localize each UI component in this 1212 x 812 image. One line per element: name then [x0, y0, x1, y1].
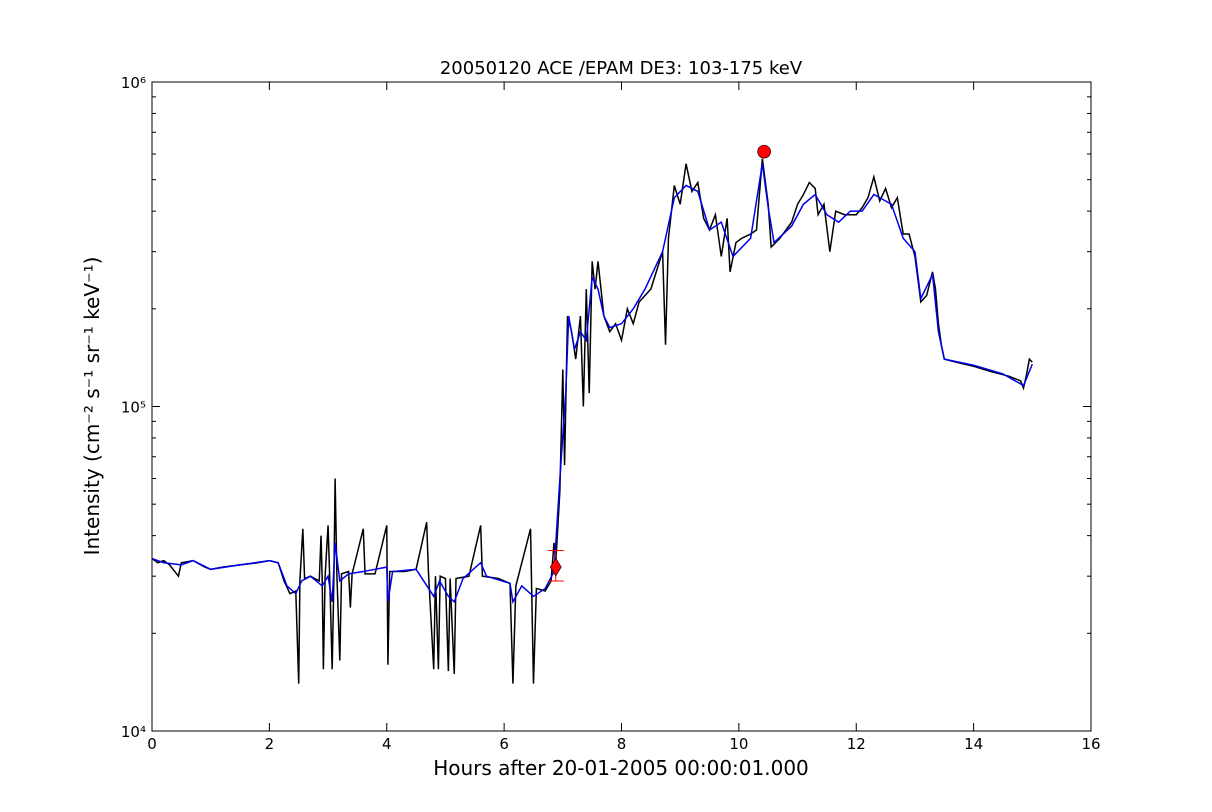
y-axis-label: Intensity (cm⁻² s⁻¹ sr⁻¹ keV⁻¹): [80, 257, 104, 556]
x-tick-label: 6: [499, 735, 509, 753]
y-tick-label: 10⁴: [121, 723, 146, 741]
x-tick-label: 10: [729, 735, 748, 753]
y-tick-label: 10⁵: [121, 399, 146, 417]
x-tick-label: 12: [847, 735, 866, 753]
x-tick-label: 14: [964, 735, 983, 753]
x-tick-label: 8: [617, 735, 627, 753]
chart-title: 20050120 ACE /EPAM DE3: 103-175 keV: [440, 58, 803, 79]
peak-marker: [757, 144, 771, 159]
x-tick-label: 4: [382, 735, 392, 753]
x-tick-label: 0: [147, 735, 157, 753]
onset-marker: [549, 557, 562, 577]
plot-frame: [151, 81, 1092, 732]
data-line: [151, 163, 1034, 605]
x-axis-label: Hours after 20-01-2005 00:00:01.000: [433, 756, 809, 780]
y-tick-label: 10⁶: [121, 74, 146, 92]
x-tick-label: 2: [265, 735, 275, 753]
x-tick-label: 16: [1081, 735, 1100, 753]
